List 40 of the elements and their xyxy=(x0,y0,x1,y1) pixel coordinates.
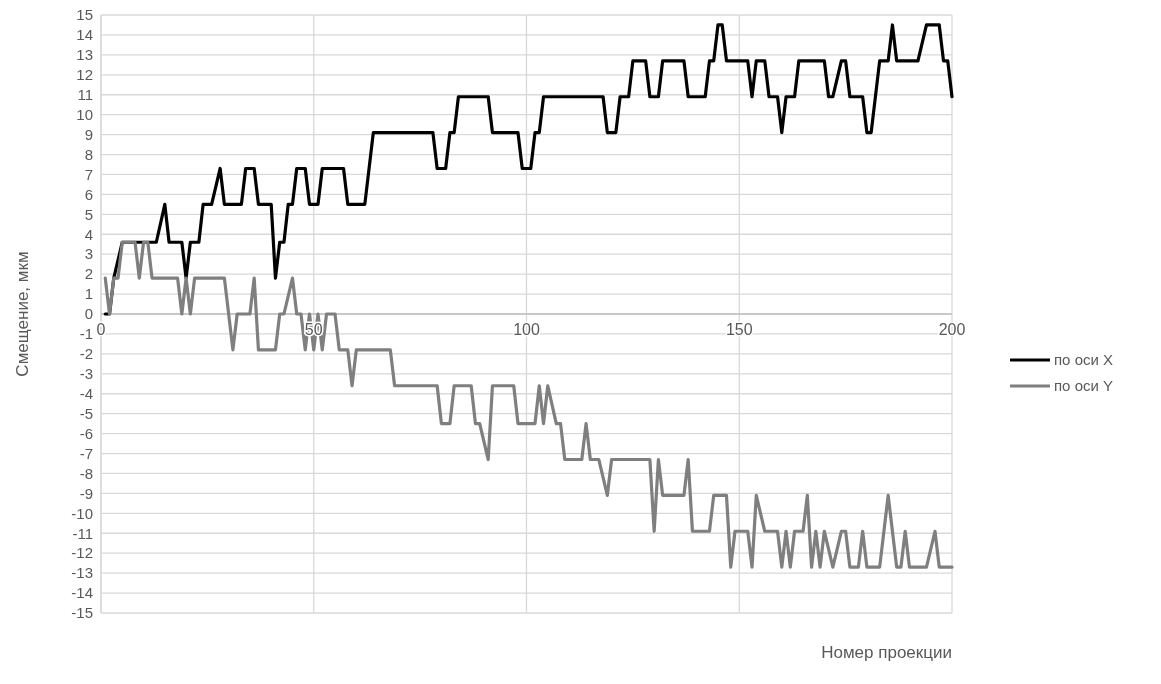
x-tick-label: 200 xyxy=(938,321,966,339)
y-axis-title: Смещение, мкм xyxy=(13,251,32,377)
y-tick-label: 15 xyxy=(76,6,93,24)
legend-label: по оси Y xyxy=(1054,377,1114,395)
x-axis-title: Номер проекции xyxy=(821,643,952,662)
y-tick-label: -6 xyxy=(79,424,93,442)
y-tick-label: 1 xyxy=(84,285,93,303)
y-tick-label: 8 xyxy=(84,145,93,163)
y-tick-label: -9 xyxy=(79,484,93,502)
y-tick-label: -3 xyxy=(79,365,93,383)
y-tick-label: -10 xyxy=(71,504,93,522)
y-tick-label: -7 xyxy=(79,444,93,462)
y-tick-label: -5 xyxy=(79,404,93,422)
y-tick-label: 0 xyxy=(84,305,93,323)
y-tick-label: 13 xyxy=(76,46,93,64)
y-tick-label: 9 xyxy=(84,125,93,143)
y-tick-label: -4 xyxy=(79,384,93,402)
y-tick-label: -13 xyxy=(71,564,93,582)
y-tick-label: -11 xyxy=(72,524,93,542)
y-tick-label: -12 xyxy=(71,544,93,562)
y-tick-label: 6 xyxy=(84,185,93,203)
y-tick-label: 11 xyxy=(77,85,93,103)
y-tick-label: 3 xyxy=(84,245,93,263)
y-tick-label: -14 xyxy=(71,584,93,602)
y-tick-label: -8 xyxy=(79,464,93,482)
y-tick-label: -15 xyxy=(71,604,93,622)
legend-label: по оси X xyxy=(1054,351,1114,369)
y-tick-label: -2 xyxy=(79,345,93,363)
x-tick-label: 0 xyxy=(96,321,106,339)
y-tick-label: 14 xyxy=(76,26,93,44)
y-tick-label: 10 xyxy=(76,105,93,123)
y-tick-label: 5 xyxy=(84,205,93,223)
x-tick-label: 150 xyxy=(725,321,753,339)
y-tick-label: 4 xyxy=(84,225,93,243)
y-tick-label: -1 xyxy=(79,325,93,343)
y-tick-label: 7 xyxy=(84,165,93,183)
y-tick-label: 12 xyxy=(76,66,93,84)
y-tick-label: 2 xyxy=(84,265,93,283)
line-series xyxy=(103,23,954,316)
x-tick-label: 100 xyxy=(513,321,540,339)
